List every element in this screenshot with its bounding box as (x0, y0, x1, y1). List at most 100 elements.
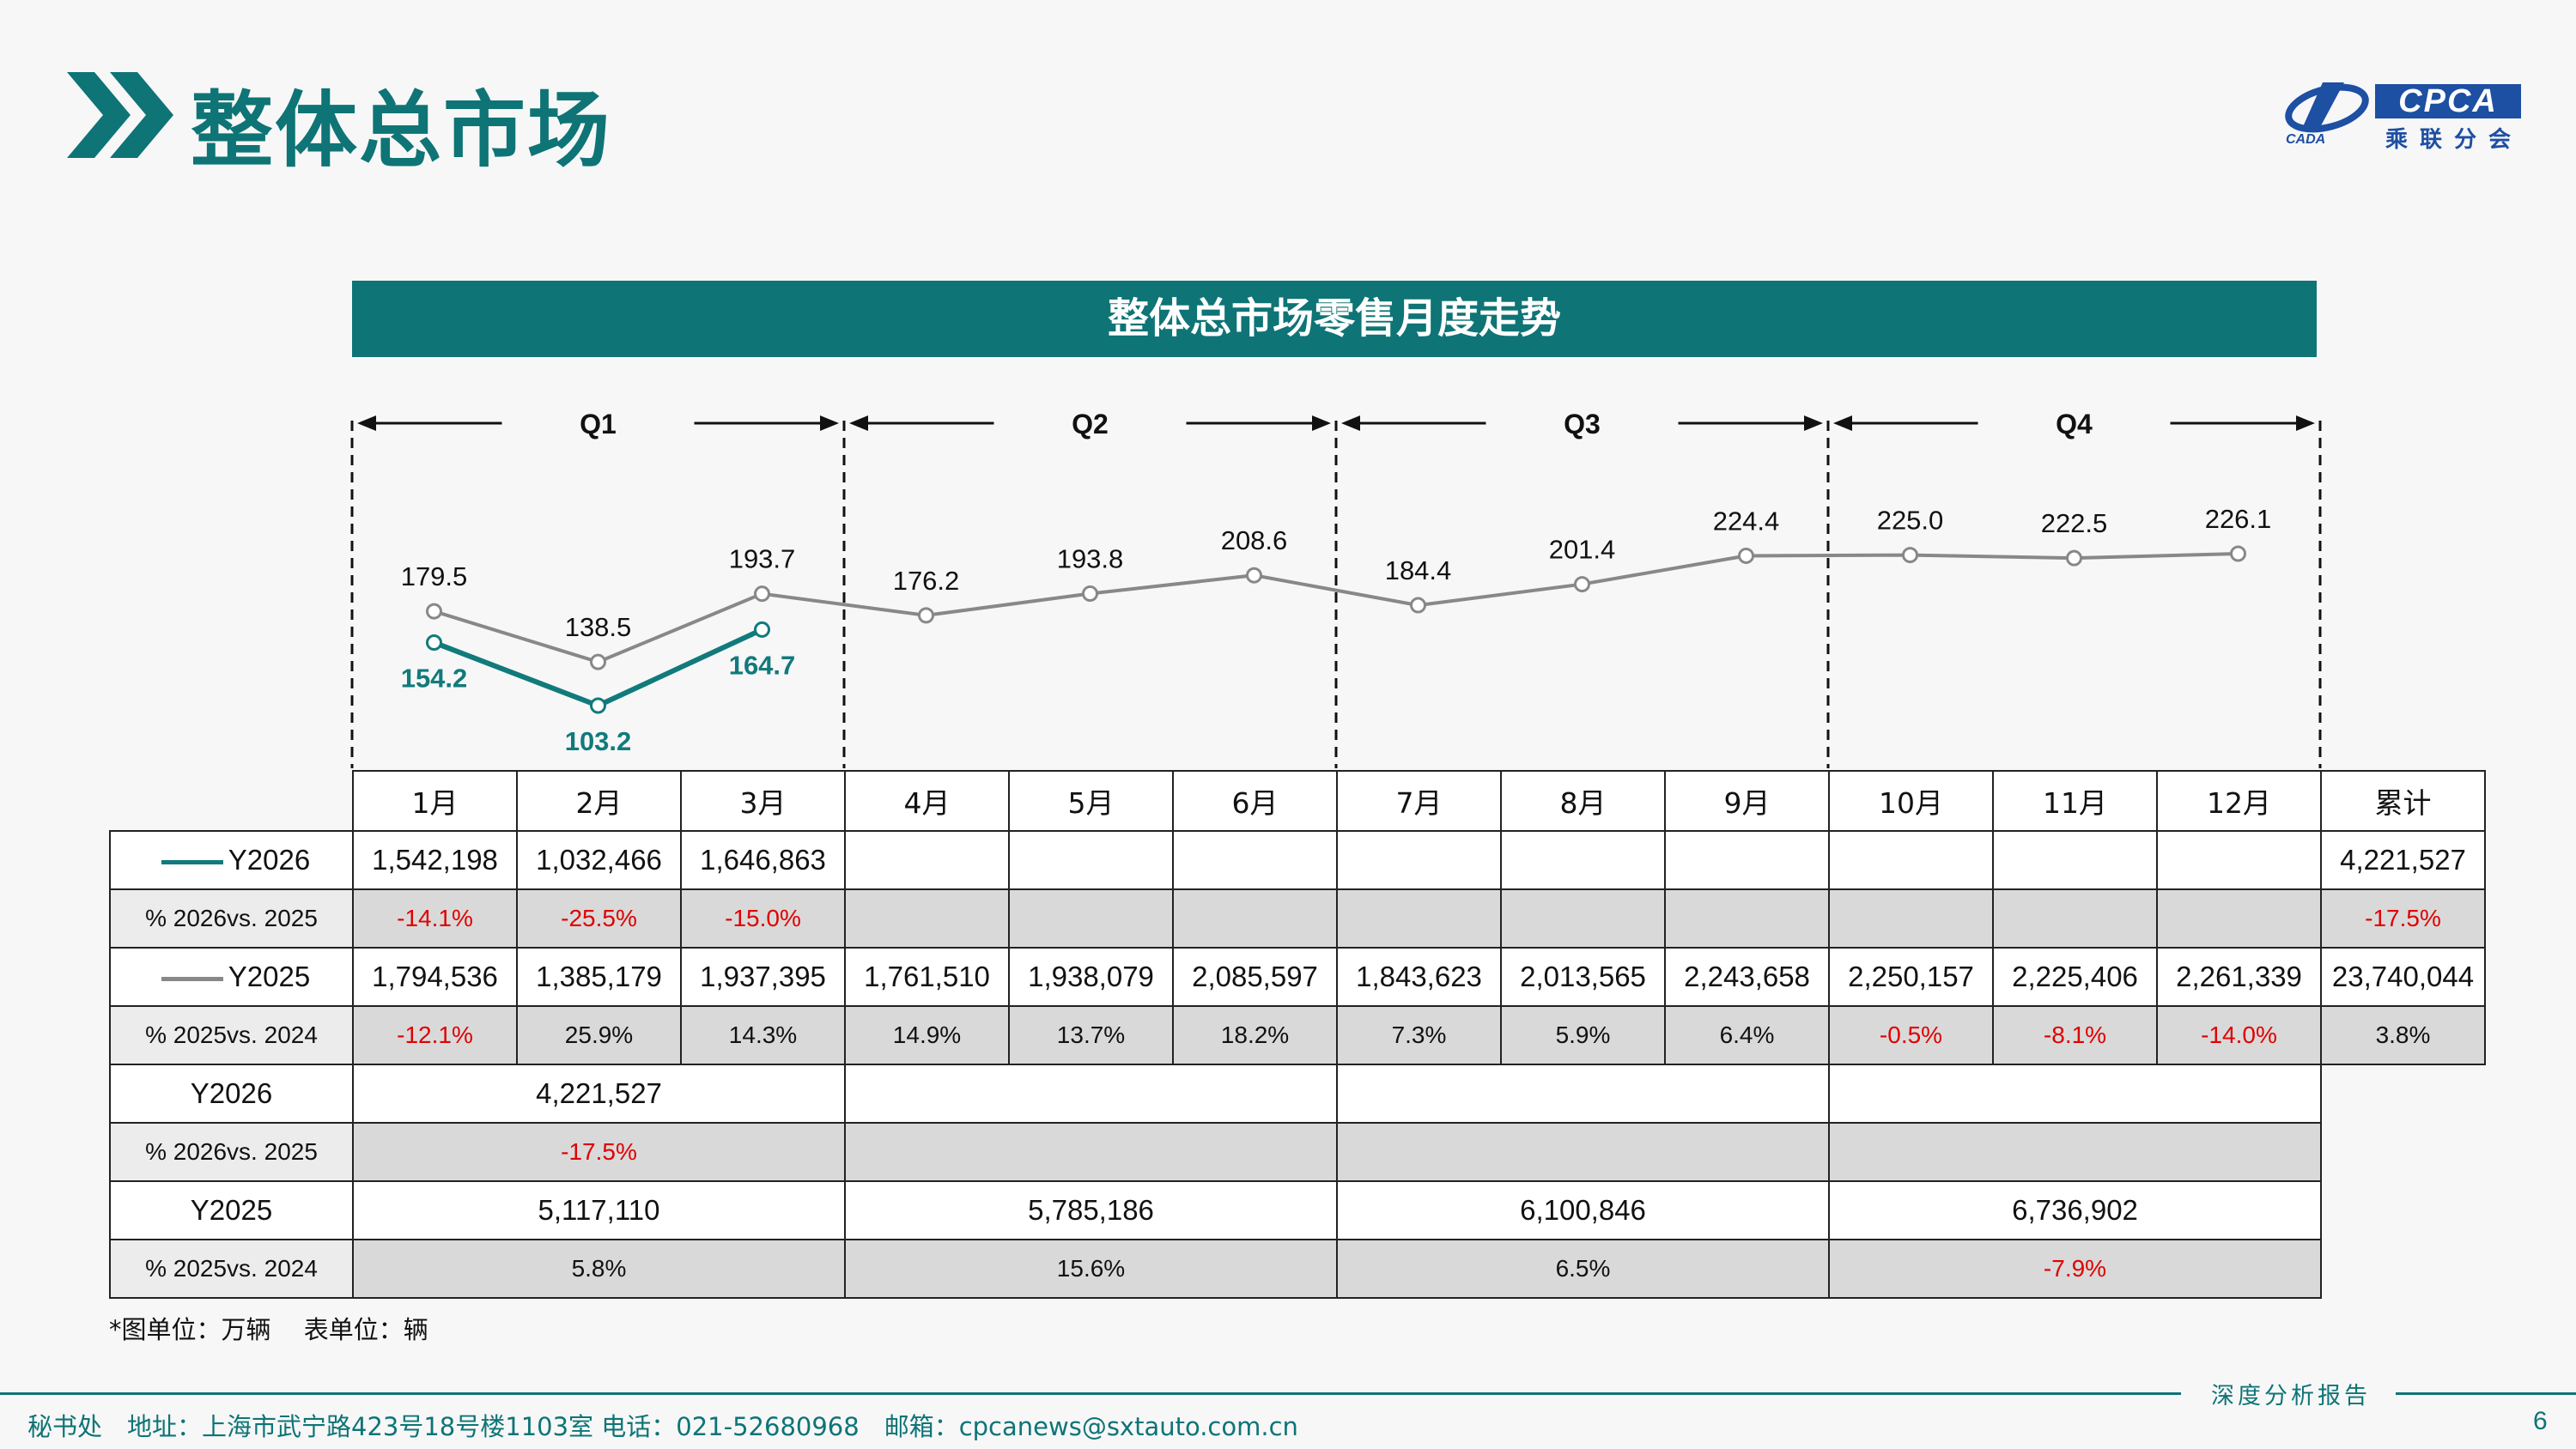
row-label: % 2025vs. 2024 (109, 1239, 354, 1299)
table-cell: 2,225,406 (1992, 947, 2158, 1007)
table-cell: 14.9% (844, 1005, 1010, 1065)
table-cell: 1,794,536 (352, 947, 518, 1007)
data-label-2026: 164.7 (729, 650, 796, 680)
quarter-label: Q1 (580, 409, 617, 440)
arrowhead-right-icon (2296, 415, 2315, 431)
table-cell: -15.0% (680, 888, 846, 949)
quarter-cell (1336, 1122, 1830, 1182)
data-point (426, 603, 442, 620)
retail-data-table: 1月 2月 3月 4月 5月 6月 7月 8月 9月 10月 11月 12月 累计 Y2026 1,542,… (109, 770, 2486, 1299)
month-header: 3月 (680, 770, 846, 832)
table-cell (1172, 830, 1338, 890)
table-cell: 14.3% (680, 1005, 846, 1065)
quarter-cell: -7.9% (1828, 1239, 2322, 1299)
data-label-2025: 193.8 (1057, 544, 1124, 574)
footer-divider-right (2396, 1392, 2576, 1395)
unit-note: *图单位：万辆 表单位：辆 (109, 1315, 428, 1344)
data-label-2025: 184.4 (1385, 555, 1452, 585)
data-point (1738, 547, 1754, 564)
table-cell: 6.4% (1664, 1005, 1830, 1065)
quarter-cell: -17.5% (352, 1122, 846, 1182)
table-cell: -14.1% (352, 888, 518, 949)
table-cell: -25.5% (516, 888, 682, 949)
month-header: 11月 (1992, 770, 2158, 832)
quarter-cell (1828, 1122, 2322, 1182)
month-header: 5月 (1008, 770, 1174, 832)
data-point (2230, 545, 2246, 562)
table-cell: 1,385,179 (516, 947, 682, 1007)
data-label-2025: 201.4 (1549, 535, 1616, 565)
empty-cell (2321, 1181, 2485, 1240)
table-cell: 7.3% (1336, 1005, 1502, 1065)
quarter-cell: 5.8% (352, 1239, 846, 1299)
table-cell (2156, 830, 2322, 890)
arrowhead-right-icon (1312, 415, 1331, 431)
table-cell (1008, 830, 1174, 890)
table-header-row: 1月 2月 3月 4月 5月 6月 7月 8月 9月 10月 11月 12月 累计 (110, 770, 2486, 832)
chart-title-banner: 整体总市场零售月度走势 (352, 281, 2317, 357)
table-cell: 1,843,623 (1336, 947, 1502, 1007)
data-label-2025: 138.5 (565, 612, 632, 642)
quarter-cell (844, 1064, 1338, 1124)
data-label-2025: 179.5 (401, 561, 468, 591)
table-cell: 1,646,863 (680, 830, 846, 890)
quarter-cell (1336, 1064, 1830, 1124)
month-header: 8月 (1500, 770, 1666, 832)
table-cell (1500, 888, 1666, 949)
data-point (1410, 597, 1426, 614)
table-cell: 18.2% (1172, 1005, 1338, 1065)
footer-divider (0, 1392, 2181, 1395)
table-cell (1336, 888, 1502, 949)
table-row: % 2025vs. 2024 -12.1% 25.9% 14.3% 14.9% 13.7%… (109, 1005, 2486, 1065)
table-cell: 2,250,157 (1828, 947, 1994, 1007)
table-cell (1828, 830, 1994, 890)
quarter-row: % 2026vs. 2025 -17.5% (109, 1122, 2485, 1182)
row-label-text: Y2026 (228, 844, 311, 876)
table-cell: 5.9% (1500, 1005, 1666, 1065)
table-cell: 13.7% (1008, 1005, 1174, 1065)
table-cell (1336, 830, 1502, 890)
data-point (1574, 576, 1590, 593)
table-cell (844, 830, 1010, 890)
data-label-2025: 208.6 (1221, 525, 1288, 555)
quarter-cell: 6.5% (1336, 1239, 1830, 1299)
quarter-row: Y2025 5,117,110 5,785,186 6,100,846 6,736,90… (109, 1180, 2485, 1240)
table-cell (1664, 888, 1830, 949)
row-label: Y2025 (109, 1180, 354, 1240)
arrowhead-left-icon (849, 415, 868, 431)
table-row: % 2026vs. 2025 -14.1% -25.5% -15.0% -17.5% (109, 888, 2486, 949)
quarter-label: Q3 (1564, 409, 1601, 440)
month-header: 6月 (1172, 770, 1338, 832)
table-cell (1172, 888, 1338, 949)
table-cell: -8.1% (1992, 1005, 2158, 1065)
arrowhead-left-icon (1341, 415, 1360, 431)
table-cell (1992, 830, 2158, 890)
empty-cell (2321, 1240, 2485, 1298)
data-point (1082, 585, 1098, 603)
table-cell: -12.1% (352, 1005, 518, 1065)
month-header: 2月 (516, 770, 682, 832)
quarter-row: % 2025vs. 2024 5.8% 15.6% 6.5% -7.9% (109, 1239, 2485, 1299)
table-cell: 1,761,510 (844, 947, 1010, 1007)
table-cell: 1,938,079 (1008, 947, 1174, 1007)
data-point (426, 634, 442, 652)
data-point (754, 585, 770, 603)
data-point (1246, 567, 1262, 584)
row-label: % 2026vs. 2025 (109, 888, 354, 949)
arrowhead-left-icon (1833, 415, 1852, 431)
table-row: Y2025 1,794,536 1,385,179 1,937,395 1,761,51… (109, 947, 2486, 1007)
data-point (1902, 547, 1918, 564)
month-header: 4月 (844, 770, 1010, 832)
corner-cell (110, 771, 353, 831)
page-number: 6 (2533, 1407, 2548, 1435)
logo-text: CPCA (2375, 84, 2521, 118)
table-row: Y2026 1,542,198 1,032,466 1,646,863 4,221,52… (109, 830, 2486, 890)
table-cell (1500, 830, 1666, 890)
total-header: 累计 (2320, 770, 2486, 832)
table-cell (844, 888, 1010, 949)
arrowhead-left-icon (357, 415, 376, 431)
table-cell (1008, 888, 1174, 949)
logo-emblem-icon (2285, 82, 2369, 133)
data-point (590, 697, 606, 714)
logo-cn-text: 乘联分会 (2385, 127, 2524, 153)
